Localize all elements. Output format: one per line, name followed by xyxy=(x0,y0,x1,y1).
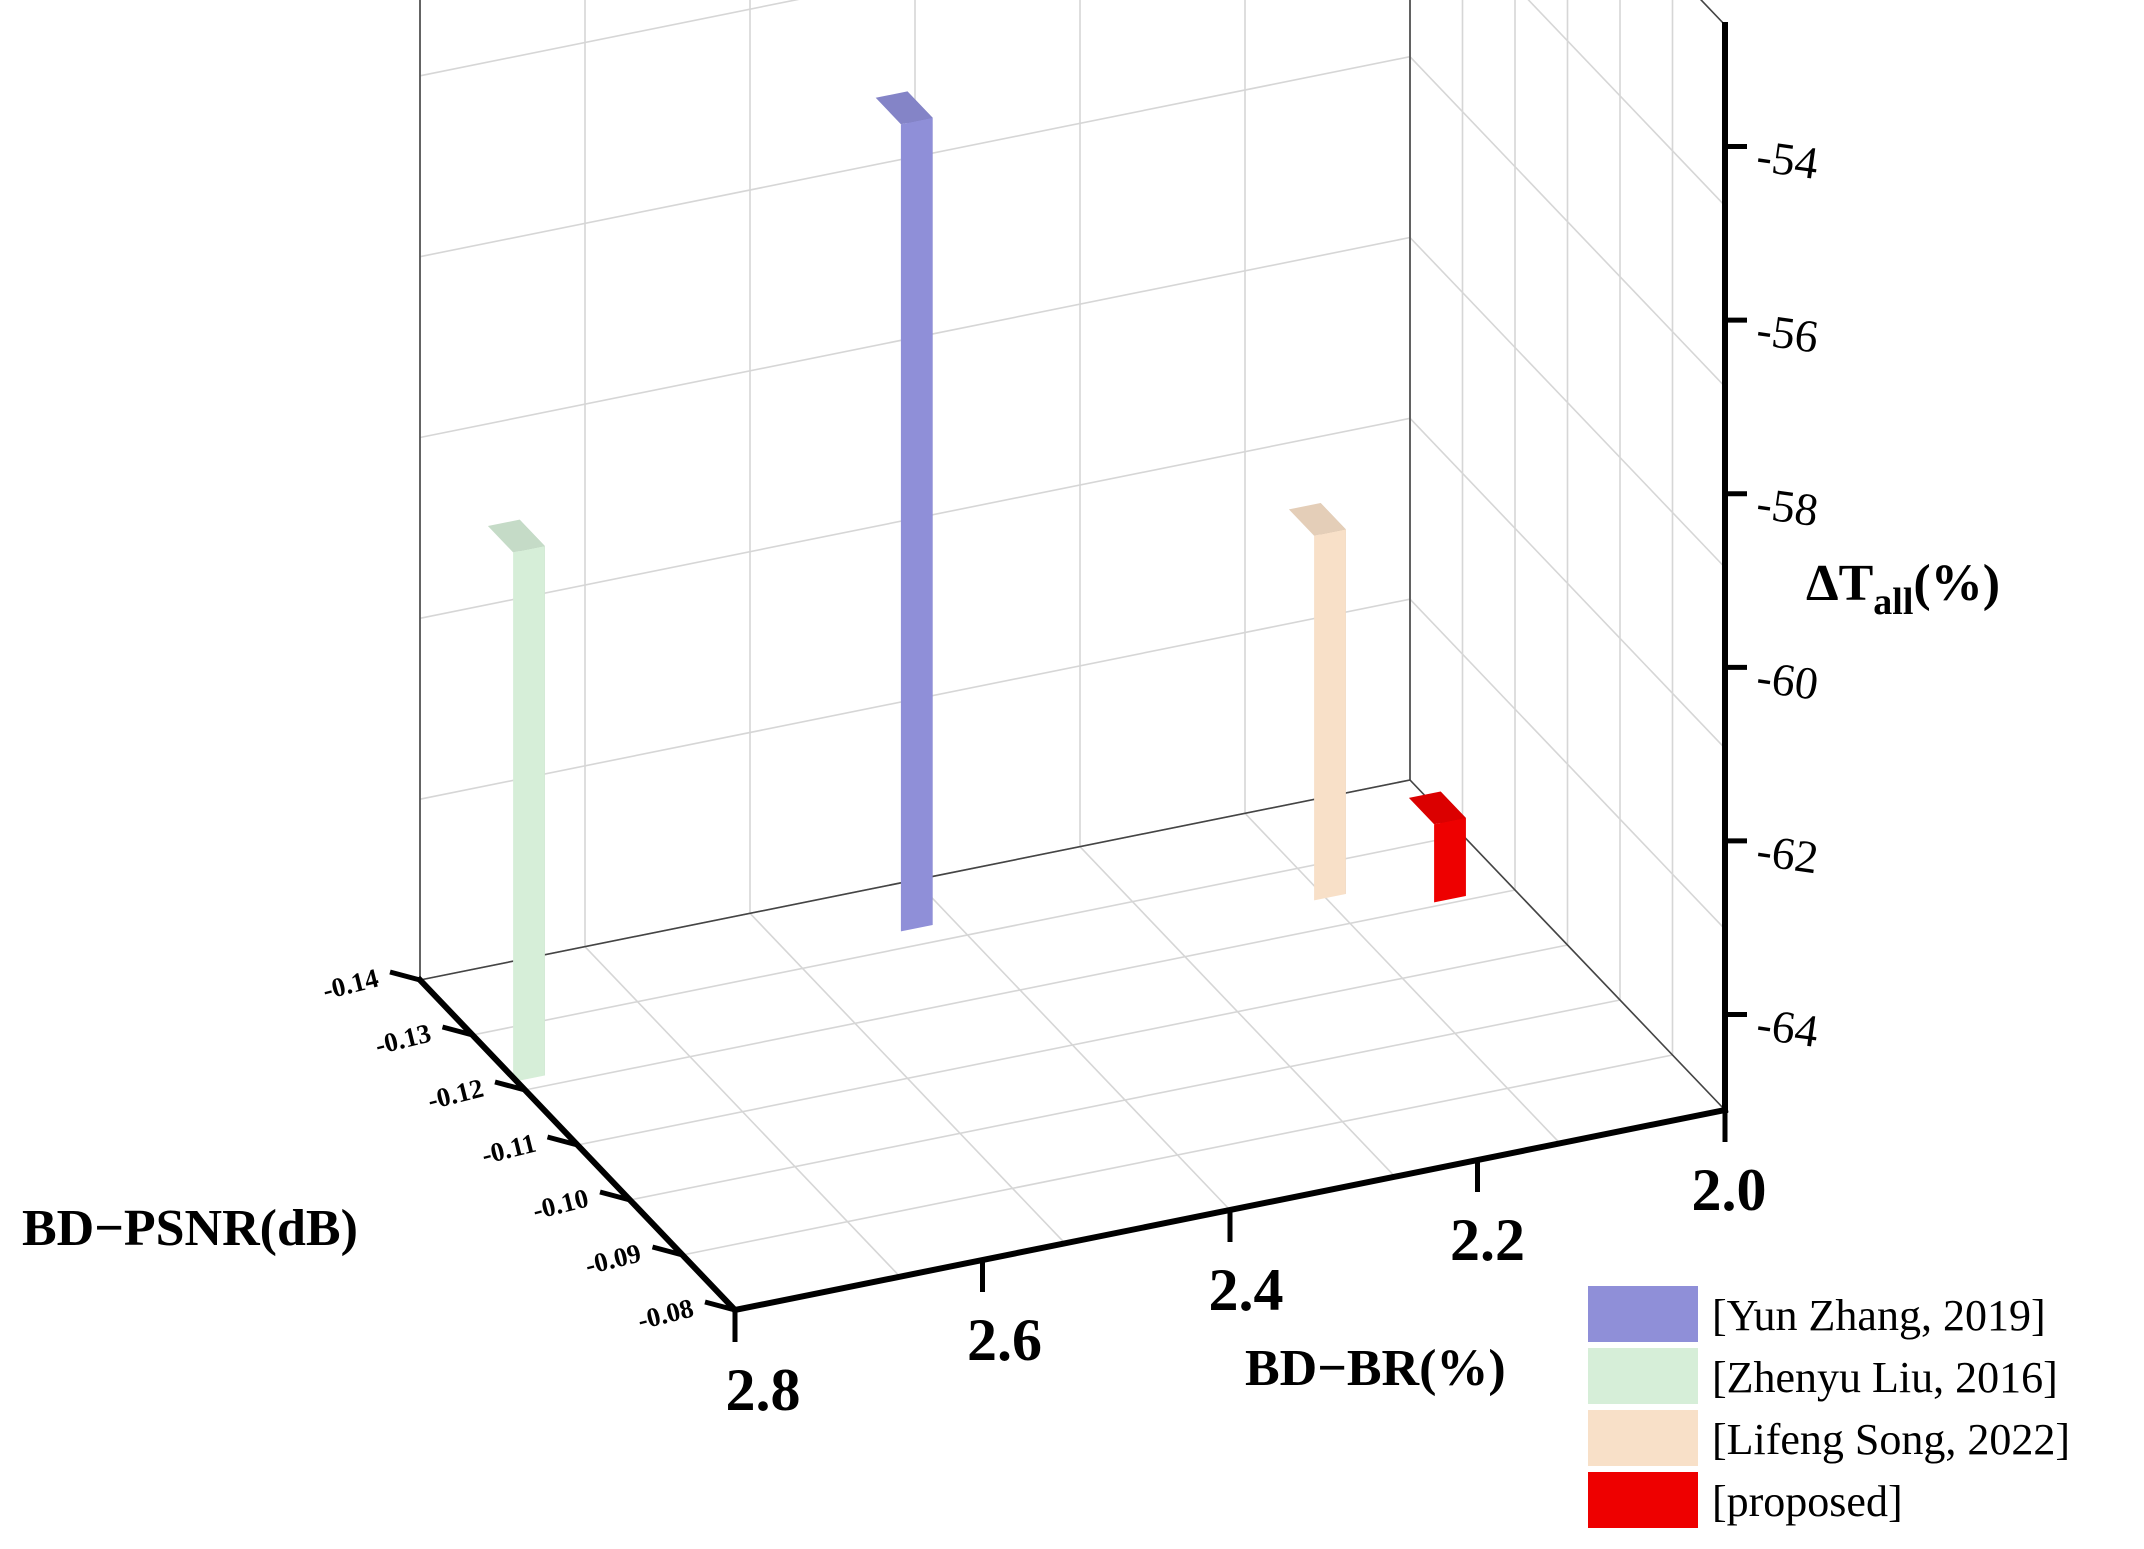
y-tick-mark xyxy=(441,1024,474,1038)
bar-lifeng-song-2022 xyxy=(1288,503,1346,901)
grid-line xyxy=(472,834,1463,1036)
x-tick-label: 2.0 xyxy=(1692,1157,1767,1223)
grid-line xyxy=(577,944,1568,1146)
y-tick-label: -0.08 xyxy=(635,1293,697,1336)
bar-top-face xyxy=(1408,791,1466,825)
bar-front-face xyxy=(1314,529,1346,901)
labels-layer: ΔTall(%) BD−PSNR(dB) BD−BR(%) 2.8 2.6 2.4 2… xyxy=(22,130,2000,1423)
z-axis-title-suffix: (%) xyxy=(1913,555,2000,612)
z-tick-label: -54 xyxy=(1754,130,1822,189)
bar-top-face xyxy=(487,519,545,553)
x-tick-label: 2.2 xyxy=(1450,1207,1525,1273)
y-tick-mark xyxy=(599,1189,631,1203)
y-tick-label: -0.13 xyxy=(372,1018,434,1061)
bar-yun-zhang-2019 xyxy=(875,91,933,932)
grid-layer xyxy=(419,0,1726,1311)
y-tick-label: -0.10 xyxy=(530,1183,592,1226)
frame-layer xyxy=(419,0,1726,1111)
bar-front-face xyxy=(900,117,933,932)
legend-swatch xyxy=(1588,1472,1698,1528)
z-tick-label: -56 xyxy=(1754,304,1822,363)
y-tick-label: -0.11 xyxy=(479,1128,539,1170)
grid-line xyxy=(524,889,1516,1091)
y-tick-label: -0.12 xyxy=(425,1073,487,1116)
bar-front-face xyxy=(513,546,545,1082)
y-tick-mark xyxy=(651,1244,684,1258)
y-tick-label: -0.14 xyxy=(320,963,382,1006)
grid-line xyxy=(1527,0,1726,207)
grid-line xyxy=(1244,812,1561,1144)
bar-top-face xyxy=(875,91,933,125)
y-tick-mark xyxy=(704,1299,736,1313)
z-tick-label: -58 xyxy=(1754,477,1822,536)
z-axis-title-main: ΔT xyxy=(1806,555,1873,612)
axes-layer xyxy=(389,22,1747,1342)
x-axis-title: BD−BR(%) xyxy=(1245,1340,1506,1397)
y-tick-mark xyxy=(546,1134,579,1148)
z-tick-label: -64 xyxy=(1754,998,1822,1057)
grid-line xyxy=(419,0,800,77)
z-tick-label: -60 xyxy=(1754,651,1822,710)
z-axis-title: ΔTall(%) xyxy=(1806,555,2000,623)
bars-layer xyxy=(487,91,1466,1082)
legend-label: [Yun Zhang, 2019] xyxy=(1712,1291,2046,1340)
legend-swatch xyxy=(1588,1348,1698,1404)
legend-label: [proposed] xyxy=(1712,1477,1903,1526)
y-axis-title: BD−PSNR(dB) xyxy=(22,1200,358,1257)
legend: [Yun Zhang, 2019] [Zhenyu Liu, 2016] [Life… xyxy=(1588,1286,2070,1528)
bar-top-face xyxy=(1288,503,1346,536)
legend-swatch xyxy=(1588,1286,1698,1342)
grid-line xyxy=(1079,846,1396,1178)
bar-zhenyu-liu-2016 xyxy=(487,519,545,1082)
x-tick-label: 2.4 xyxy=(1209,1257,1284,1323)
x-tick-label: 2.6 xyxy=(967,1307,1042,1373)
y-tick-mark xyxy=(494,1079,526,1093)
bar-front-face xyxy=(1434,817,1466,903)
y-tick-label: -0.09 xyxy=(582,1238,644,1281)
legend-label: [Zhenyu Liu, 2016] xyxy=(1712,1353,2058,1402)
z-axis-title-sub: all xyxy=(1873,581,1913,623)
bar-proposed xyxy=(1408,791,1466,903)
z-tick-label: -62 xyxy=(1754,824,1822,883)
y-tick-mark xyxy=(389,969,421,983)
legend-swatch xyxy=(1588,1410,1698,1466)
x-tick-label: 2.8 xyxy=(726,1357,801,1423)
legend-label: [Lifeng Song, 2022] xyxy=(1712,1415,2070,1464)
